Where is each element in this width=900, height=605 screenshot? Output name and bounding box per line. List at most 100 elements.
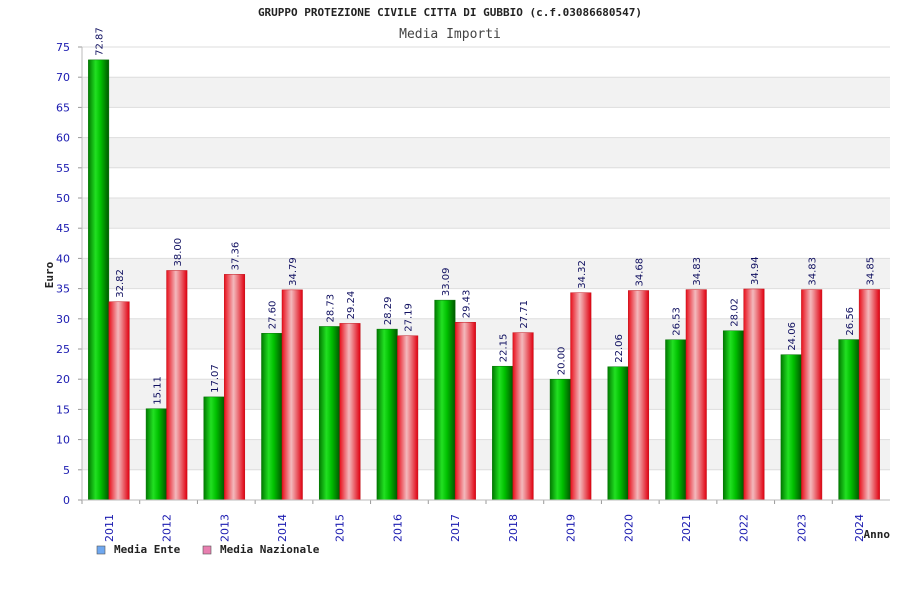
y-axis-ticks: 0 5 10 15 20 25 30 35 40 45 50 55 60 65 70 75 [56,41,82,507]
bar-media-ente-2019 [549,378,571,501]
y-tick-label: 50 [56,192,70,205]
bar-media-nazionale-2020 [628,290,650,501]
x-axis-ticks: 2011 2012 2013 2014 2015 2016 2017 2018 2019 2020… [81,500,866,542]
data-label-media-ente-2019: 20.00 [556,347,567,376]
data-label-media-nazionale-2022: 34.94 [750,256,761,285]
bar-media-ente-2015 [318,326,340,501]
data-label-media-nazionale-2016: 27.19 [404,303,415,332]
data-label-media-nazionale-2012: 38.00 [173,238,184,267]
bars [88,59,880,501]
x-tick-label-2012: 2012 [161,514,174,542]
x-tick-label-2019: 2019 [565,514,578,542]
bar-media-nazionale-2011 [108,301,130,501]
y-tick-label: 15 [56,403,70,416]
plot-band [82,258,890,289]
data-label-media-ente-2012: 15.11 [152,376,163,405]
data-label-media-nazionale-2017: 29.43 [461,290,472,319]
bar-media-nazionale-2014 [281,289,303,501]
bar-media-ente-2013 [203,396,225,501]
data-label-media-nazionale-2018: 27.71 [519,300,530,329]
data-label-media-ente-2015: 28.73 [325,294,336,323]
bar-media-nazionale-2018 [512,332,534,501]
data-label-media-ente-2021: 26.53 [672,307,683,336]
bar-media-nazionale-2012 [166,270,188,501]
data-label-media-ente-2013: 17.07 [210,364,221,393]
chart-subtitle: Media Importi [399,27,501,42]
y-axis-label: Euro [43,261,56,288]
y-tick-label: 40 [56,252,70,265]
bar-media-ente-2014 [261,333,283,501]
data-label-media-ente-2018: 22.15 [499,334,510,363]
bar-labels: 72.87 32.82 15.11 38.00 17.07 37.36 27.60 34.79… [95,27,877,405]
data-label-media-ente-2016: 28.29 [383,296,394,325]
bar-media-nazionale-2015 [339,323,361,501]
x-tick-label-2022: 2022 [738,514,751,542]
legend-swatch-media-nazionale [202,545,212,555]
x-tick-label-2017: 2017 [449,514,462,542]
data-label-media-ente-2017: 33.09 [441,267,452,296]
plot-band [82,77,890,108]
y-tick-label: 30 [56,313,70,326]
chart-title: GRUPPO PROTEZIONE CIVILE CITTA DI GUBBIO… [258,6,642,19]
bar-media-ente-2016 [376,328,398,501]
legend-label-media-ente: Media Ente [114,543,181,556]
bar-media-nazionale-2017 [454,321,476,501]
data-label-media-ente-2014: 27.60 [268,301,279,330]
data-label-media-nazionale-2019: 34.32 [577,260,588,289]
data-label-media-ente-2020: 22.06 [614,334,625,363]
x-tick-label-2020: 2020 [622,514,635,542]
y-tick-label: 35 [56,283,70,296]
y-tick-label: 75 [56,41,70,54]
data-label-media-ente-2023: 24.06 [787,322,798,351]
x-tick-label-2021: 2021 [680,514,693,542]
y-tick-label: 45 [56,222,70,235]
bar-media-ente-2011 [88,59,110,501]
data-label-media-ente-2024: 26.56 [845,307,856,336]
x-tick-label-2016: 2016 [391,514,404,542]
plot-band [82,439,890,470]
plot-band [82,349,890,380]
bar-media-ente-2020 [607,366,629,501]
plot-band [82,409,890,440]
data-label-media-nazionale-2021: 34.83 [692,257,703,286]
y-tick-label: 60 [56,132,70,145]
bar-media-nazionale-2019 [570,292,592,501]
plot-band [82,228,890,259]
x-tick-label-2014: 2014 [276,514,289,542]
plot-background [82,47,890,500]
bar-media-nazionale-2021 [685,289,707,501]
bar-media-ente-2022 [722,330,744,501]
bar-media-nazionale-2016 [397,335,419,501]
plot-band [82,288,890,319]
plot-band [82,318,890,349]
data-label-media-nazionale-2024: 34.85 [865,257,876,286]
data-label-media-ente-2011: 72.87 [95,27,106,56]
y-tick-label: 70 [56,71,70,84]
x-tick-label-2011: 2011 [103,514,116,542]
legend: Media Ente Media Nazionale [96,543,320,556]
y-tick-label: 5 [63,464,70,477]
plot-band [82,47,890,78]
y-tick-label: 10 [56,434,70,447]
bar-media-ente-2012 [145,408,167,501]
x-tick-label-2024: 2024 [853,514,866,542]
data-label-media-nazionale-2023: 34.83 [808,257,819,286]
plot-band [82,198,890,229]
legend-label-media-nazionale: Media Nazionale [220,543,320,556]
bar-media-ente-2024 [838,339,860,501]
plot-band [82,137,890,168]
data-label-media-ente-2022: 28.02 [729,298,740,327]
bar-media-ente-2021 [665,339,687,501]
bar-media-ente-2023 [780,354,802,501]
x-tick-label-2018: 2018 [507,514,520,542]
bar-media-nazionale-2023 [801,289,823,501]
data-label-media-nazionale-2014: 34.79 [288,257,299,286]
data-label-media-nazionale-2015: 29.24 [346,291,357,320]
y-tick-label: 0 [63,494,70,507]
bar-media-nazionale-2022 [743,288,765,501]
y-tick-label: 25 [56,343,70,356]
bar-media-ente-2017 [434,299,456,501]
y-tick-label: 20 [56,373,70,386]
